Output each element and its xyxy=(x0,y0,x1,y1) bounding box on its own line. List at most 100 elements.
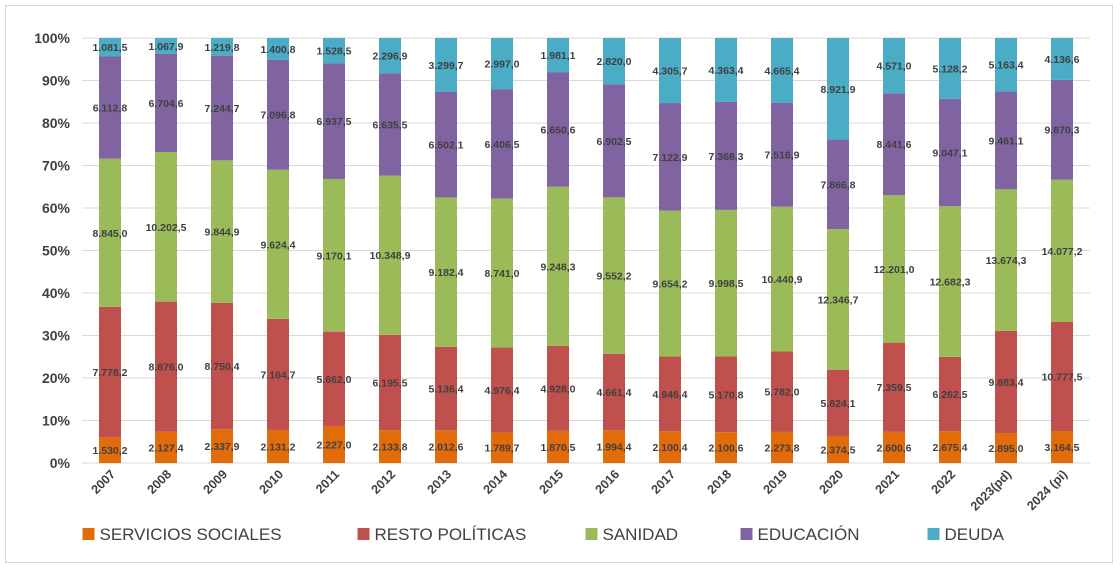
bar-segment xyxy=(1051,38,1073,80)
data-label: 9.248,3 xyxy=(540,261,575,273)
y-tick-label: 70% xyxy=(42,158,71,174)
y-tick-label: 60% xyxy=(42,200,71,216)
data-label: 9.844,9 xyxy=(204,227,239,239)
data-label: 5.782,0 xyxy=(764,386,799,398)
x-tick-label: 2018 xyxy=(705,467,735,497)
data-label: 8.741,0 xyxy=(484,268,519,280)
data-label: 14.077,2 xyxy=(1042,246,1083,258)
data-label: 2.131,2 xyxy=(260,441,295,453)
y-tick-label: 20% xyxy=(42,370,71,386)
data-label: 6.406,5 xyxy=(484,139,519,151)
data-label: 7.516,9 xyxy=(764,150,799,162)
data-label: 4.946,4 xyxy=(652,389,687,401)
bar-segment xyxy=(715,432,737,463)
x-tick-label: 2007 xyxy=(89,467,119,497)
data-label: 12.682,3 xyxy=(930,277,971,289)
bar-segment xyxy=(883,431,905,463)
data-label: 2.273,8 xyxy=(764,442,799,454)
bar-segment xyxy=(267,429,289,463)
data-label: 7.096,8 xyxy=(260,110,295,122)
data-label: 4.661,4 xyxy=(596,387,631,399)
bar-segment xyxy=(435,38,457,92)
legend-label: DEUDA xyxy=(945,525,1005,544)
bar-segment xyxy=(1051,179,1073,323)
bar-segment xyxy=(771,102,793,207)
bar-segment xyxy=(715,209,737,357)
bar-segment xyxy=(603,197,625,354)
bar-segment xyxy=(491,198,513,348)
bar-segment xyxy=(155,53,177,152)
data-label: 6.704,6 xyxy=(148,98,183,110)
bar-segment xyxy=(827,369,849,436)
bar-segment xyxy=(1051,79,1073,180)
data-label: 12.201,0 xyxy=(874,264,915,276)
bar-segment xyxy=(435,430,457,463)
data-label: 1.067,9 xyxy=(148,41,183,53)
bar-segment xyxy=(939,38,961,99)
bar-segment xyxy=(435,91,457,198)
x-tick-label: 2010 xyxy=(257,467,287,497)
bar-segment xyxy=(211,302,233,430)
bar-segment xyxy=(547,72,569,187)
bar-segment xyxy=(379,175,401,335)
data-label: 7.359,5 xyxy=(876,382,911,394)
bar-segment xyxy=(491,38,513,90)
bar-segment xyxy=(883,195,905,343)
data-label: 2.374,5 xyxy=(820,444,855,456)
bar-segment xyxy=(323,425,345,463)
bar-segment xyxy=(827,139,849,230)
bar-segment xyxy=(659,103,681,211)
data-label: 9.624,4 xyxy=(260,239,295,251)
bar-segment xyxy=(659,38,681,104)
legend-swatch xyxy=(82,528,95,540)
bar-segment xyxy=(379,430,401,463)
data-label: 4.363,4 xyxy=(708,65,743,77)
x-axis-ticks: 2007 2008 2009 2010 2011 2012 2013 2014 2015 2016… xyxy=(89,467,1071,513)
data-label: 9.998,5 xyxy=(708,278,743,290)
x-tick-label: 2021 xyxy=(873,467,903,497)
data-label: 8.750,4 xyxy=(204,361,239,373)
data-label: 2.100,4 xyxy=(652,442,687,454)
bar-segment xyxy=(771,38,793,103)
data-label: 1.789,7 xyxy=(484,443,519,455)
bar-segment xyxy=(659,210,681,357)
x-tick-label: 2019 xyxy=(761,467,791,497)
bar-segment xyxy=(883,38,905,94)
x-tick-label: 2009 xyxy=(201,467,231,497)
data-label: 8.876,0 xyxy=(148,362,183,374)
data-label: 2.337,9 xyxy=(204,441,239,453)
data-label: 8.921,9 xyxy=(820,84,855,96)
data-label: 1.528,5 xyxy=(316,46,351,58)
data-label: 5.662,0 xyxy=(316,374,351,386)
data-label: 7.164,7 xyxy=(260,369,295,381)
data-label: 10.440,9 xyxy=(762,274,803,286)
bar-segment xyxy=(323,38,345,64)
x-tick-label: 2017 xyxy=(649,467,679,497)
x-tick-label: 2014 xyxy=(481,467,511,497)
data-label: 4.305,7 xyxy=(652,66,687,78)
data-label: 10.348,9 xyxy=(370,250,411,262)
bar-segment xyxy=(99,306,121,438)
data-label: 9.461,1 xyxy=(988,135,1023,147)
data-labels: 1.530,2 7.778,2 8.845,0 6.112,8 1.081,5 2.127… xyxy=(92,41,1082,457)
data-label: 3.299,7 xyxy=(428,60,463,72)
data-label: 6.650,6 xyxy=(540,124,575,136)
data-label: 2.600,6 xyxy=(876,442,911,454)
data-label: 2.675,4 xyxy=(932,442,967,454)
y-tick-label: 100% xyxy=(34,30,70,46)
data-label: 6.635,5 xyxy=(372,119,407,131)
data-label: 6.502,1 xyxy=(428,140,463,152)
legend-swatch xyxy=(740,528,753,540)
bar-segment xyxy=(379,73,401,176)
bar-segment xyxy=(435,346,457,431)
y-tick-label: 80% xyxy=(42,115,71,131)
gridlines xyxy=(82,37,1090,464)
bar-segment xyxy=(323,331,345,426)
data-label: 1.530,2 xyxy=(92,445,127,457)
bar-segment xyxy=(715,38,737,102)
data-label: 12.346,7 xyxy=(818,294,859,306)
bar-segment xyxy=(603,84,625,198)
bar-segment xyxy=(771,206,793,352)
bar-segment xyxy=(491,89,513,199)
x-tick-label: 2015 xyxy=(537,467,567,497)
